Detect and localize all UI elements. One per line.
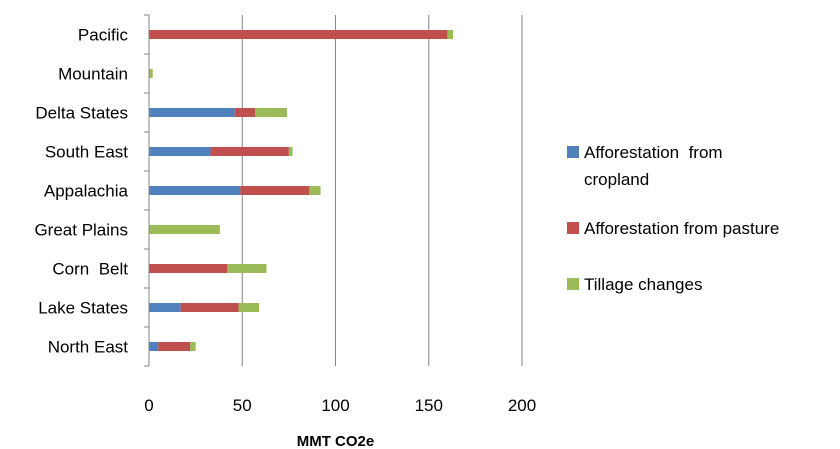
legend-label: Tillage changes (584, 275, 702, 294)
bar-great-plains-series-3 (149, 225, 220, 234)
bar-pacific-series-2 (149, 30, 448, 39)
bar-corn-belt-series-3 (227, 264, 267, 273)
category-label: Delta States (35, 104, 128, 123)
bars (149, 30, 453, 351)
bar-lake-states-series-3 (238, 303, 260, 312)
bar-north-east-series-2 (158, 342, 191, 351)
category-label: Appalachia (44, 182, 129, 201)
category-labels: North East Lake States Corn Belt Great Plai… (34, 26, 128, 357)
legend: Afforestation from cropland Afforestation … (567, 143, 779, 294)
x-axis-title: MMT CO2e (297, 433, 375, 449)
category-label: Great Plains (34, 221, 128, 240)
category-label: South East (45, 143, 128, 162)
bar-appalachia-series-1 (149, 186, 241, 195)
legend-swatch-3 (567, 278, 579, 290)
legend-label: Afforestation from (584, 143, 723, 162)
bar-corn-belt-series-2 (149, 264, 228, 273)
bar-delta-states-series-2 (234, 108, 256, 117)
x-tick-label: 100 (321, 396, 349, 415)
bar-lake-states-series-1 (149, 303, 181, 312)
bar-north-east-series-1 (149, 342, 159, 351)
x-tick-labels: 0 50 100 150 200 (144, 396, 536, 415)
legend-swatch-2 (567, 222, 579, 234)
x-tick-label: 0 (144, 396, 153, 415)
x-tick-label: 50 (233, 396, 252, 415)
bar-south-east-series-3 (288, 147, 293, 156)
bar-lake-states-series-2 (180, 303, 239, 312)
x-tick-label: 200 (508, 396, 536, 415)
legend-label: cropland (584, 170, 649, 189)
legend-swatch-1 (567, 146, 579, 158)
bar-north-east-series-3 (190, 342, 196, 351)
bar-south-east-series-2 (210, 147, 289, 156)
bar-delta-states-series-1 (149, 108, 235, 117)
bar-mountain-series-3 (149, 69, 153, 78)
x-tick-label: 150 (415, 396, 443, 415)
bar-pacific-series-3 (447, 30, 453, 39)
bar-appalachia-series-2 (240, 186, 310, 195)
legend-label: Afforestation from pasture (584, 219, 779, 238)
category-label: Mountain (58, 65, 128, 84)
category-label: Pacific (78, 26, 129, 45)
category-label: Corn Belt (52, 260, 128, 279)
bar-delta-states-series-3 (255, 108, 288, 117)
category-label: Lake States (38, 299, 128, 318)
bar-south-east-series-1 (149, 147, 211, 156)
bar-appalachia-series-3 (309, 186, 321, 195)
y-axis-ticks (144, 14, 149, 367)
category-label: North East (48, 338, 129, 357)
